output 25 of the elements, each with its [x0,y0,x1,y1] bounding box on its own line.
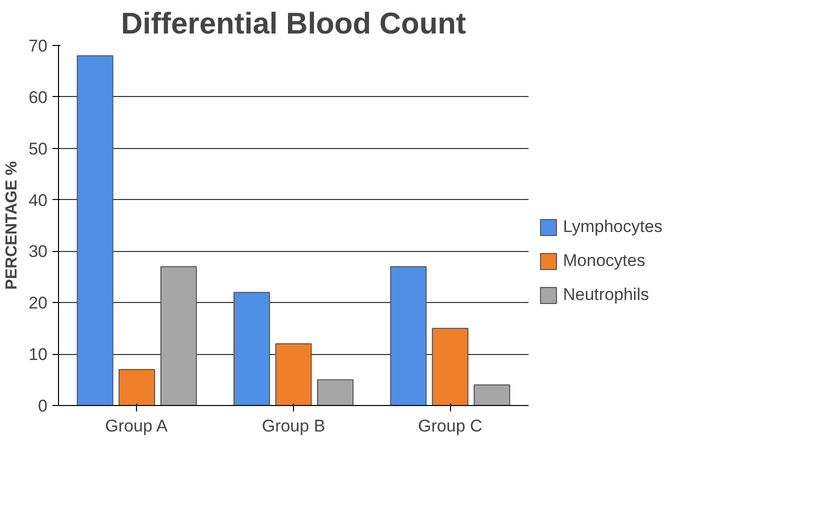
y-tick-label: 0 [38,396,48,416]
legend-label: Neutrophils [563,285,649,305]
y-tick-label: 70 [28,36,48,56]
y-tick-label: 10 [28,345,48,364]
bar [160,266,197,406]
legend-label: Lymphocytes [563,217,663,237]
bar [474,384,510,406]
bar [432,328,468,406]
legend-label: Monocytes [563,251,646,271]
y-tick-label: 40 [28,190,48,210]
bar [233,292,270,406]
bar [275,343,312,406]
y-axis-title: PERCENTAGE % [4,161,21,290]
bar [390,266,427,406]
y-tick-label: 50 [28,139,48,158]
y-tick-label: 60 [28,88,48,107]
chart-title: Differential Blood Count [121,8,466,40]
y-tick-label: 20 [28,294,48,313]
bar [76,55,114,406]
x-tick-label: Group C [418,416,482,436]
x-tick-label: Group A [105,416,168,436]
bar [317,379,354,406]
y-tick-label: 30 [28,242,48,262]
x-tick-label: Group B [262,416,326,436]
bar [118,369,156,406]
